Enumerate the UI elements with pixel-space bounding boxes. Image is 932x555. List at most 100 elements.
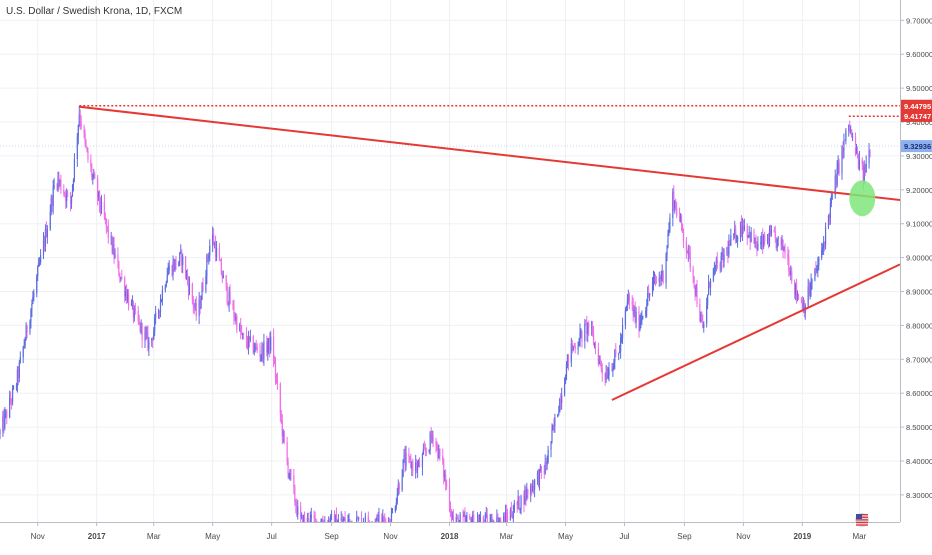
candle-body bbox=[125, 291, 127, 297]
candle-body bbox=[330, 515, 332, 522]
candle-body bbox=[415, 462, 417, 472]
candle-body bbox=[618, 352, 620, 355]
candle-body bbox=[794, 284, 797, 295]
candle-body bbox=[444, 474, 446, 478]
candle-body bbox=[67, 192, 69, 194]
candle-body bbox=[159, 301, 162, 312]
candle-body bbox=[17, 370, 19, 378]
time-axis-label: Jul bbox=[267, 532, 277, 541]
candle-body bbox=[693, 276, 695, 287]
candle-body bbox=[229, 291, 231, 305]
candle-body bbox=[624, 310, 627, 326]
candle-body bbox=[429, 432, 431, 450]
candle-body bbox=[587, 322, 589, 334]
candle-body bbox=[551, 429, 553, 442]
candle-body bbox=[707, 282, 710, 295]
candle-body bbox=[746, 225, 748, 238]
candle-body bbox=[383, 517, 385, 520]
candle-body bbox=[192, 299, 194, 307]
candle-body bbox=[378, 514, 380, 522]
candle-body bbox=[270, 336, 272, 351]
candle-body bbox=[749, 232, 751, 243]
candle-body bbox=[254, 344, 256, 351]
candle-body bbox=[274, 362, 277, 377]
candle-body bbox=[138, 320, 140, 323]
candle-body bbox=[586, 323, 588, 334]
candle-body bbox=[412, 463, 414, 472]
candle-body bbox=[37, 266, 39, 277]
candle-body bbox=[268, 337, 270, 347]
candle-body bbox=[24, 340, 26, 345]
candle-body bbox=[641, 316, 643, 321]
candle-body bbox=[377, 515, 379, 522]
candle-body bbox=[296, 506, 298, 515]
candle-body bbox=[26, 325, 28, 333]
candle-body bbox=[261, 346, 263, 356]
candle-body bbox=[194, 303, 196, 308]
candle-body bbox=[241, 332, 243, 334]
candle-body bbox=[868, 150, 870, 164]
candle-body bbox=[232, 304, 234, 307]
candle-body bbox=[608, 369, 610, 376]
candle-body bbox=[674, 200, 676, 209]
candle-body bbox=[652, 278, 655, 283]
candle-body bbox=[227, 302, 229, 305]
candle-body bbox=[728, 242, 730, 255]
candle-body bbox=[99, 205, 102, 211]
candle-body bbox=[145, 331, 147, 334]
candle-body bbox=[613, 362, 615, 369]
candle-body bbox=[797, 295, 800, 300]
candle-body bbox=[33, 293, 35, 297]
candle-body bbox=[98, 191, 100, 198]
candle-body bbox=[220, 260, 222, 275]
candle-body bbox=[807, 286, 809, 306]
candle-body bbox=[580, 330, 582, 332]
candle-body bbox=[130, 302, 133, 306]
candle-body bbox=[235, 317, 237, 320]
candle-body bbox=[425, 451, 427, 453]
candle-body bbox=[811, 280, 813, 282]
candle-body bbox=[673, 191, 675, 209]
candle-body bbox=[803, 302, 805, 314]
candle-body bbox=[539, 466, 541, 470]
candle-body bbox=[293, 475, 295, 488]
candle-body bbox=[153, 330, 155, 340]
candle-body bbox=[573, 345, 575, 347]
candle-body bbox=[171, 265, 173, 275]
candle-body bbox=[763, 234, 765, 247]
candle-body bbox=[198, 300, 200, 316]
candle-body bbox=[260, 355, 262, 357]
candle-body bbox=[188, 283, 191, 293]
candle-body bbox=[638, 311, 640, 331]
price-axis-label: 9.10000 bbox=[906, 220, 932, 229]
candle-body bbox=[63, 190, 65, 194]
candle-body bbox=[531, 485, 533, 492]
price-axis-label: 9.20000 bbox=[906, 186, 932, 195]
candle-body bbox=[112, 243, 114, 253]
candle-body bbox=[303, 517, 306, 522]
candle-body bbox=[174, 259, 176, 270]
candle-body bbox=[103, 201, 106, 218]
candle-body bbox=[557, 414, 559, 417]
candle-body bbox=[341, 518, 343, 522]
candle-body bbox=[195, 303, 197, 316]
price-axis-label: 8.30000 bbox=[906, 491, 932, 500]
candle-body bbox=[56, 185, 58, 187]
candle-body bbox=[73, 159, 76, 180]
candle-body bbox=[702, 321, 704, 328]
candle-body bbox=[100, 201, 103, 211]
candle-body bbox=[482, 517, 484, 522]
candle-body bbox=[612, 368, 614, 372]
candle-body bbox=[167, 270, 169, 275]
candle-body bbox=[619, 351, 621, 353]
candle-body bbox=[208, 255, 210, 259]
candle-body bbox=[477, 520, 480, 522]
candle-body bbox=[236, 317, 238, 331]
candle-body bbox=[827, 215, 830, 228]
candle-body bbox=[651, 282, 654, 294]
candle-body bbox=[727, 247, 729, 255]
candle-body bbox=[388, 520, 391, 522]
candle-body bbox=[283, 431, 285, 442]
candle-body bbox=[329, 520, 331, 522]
